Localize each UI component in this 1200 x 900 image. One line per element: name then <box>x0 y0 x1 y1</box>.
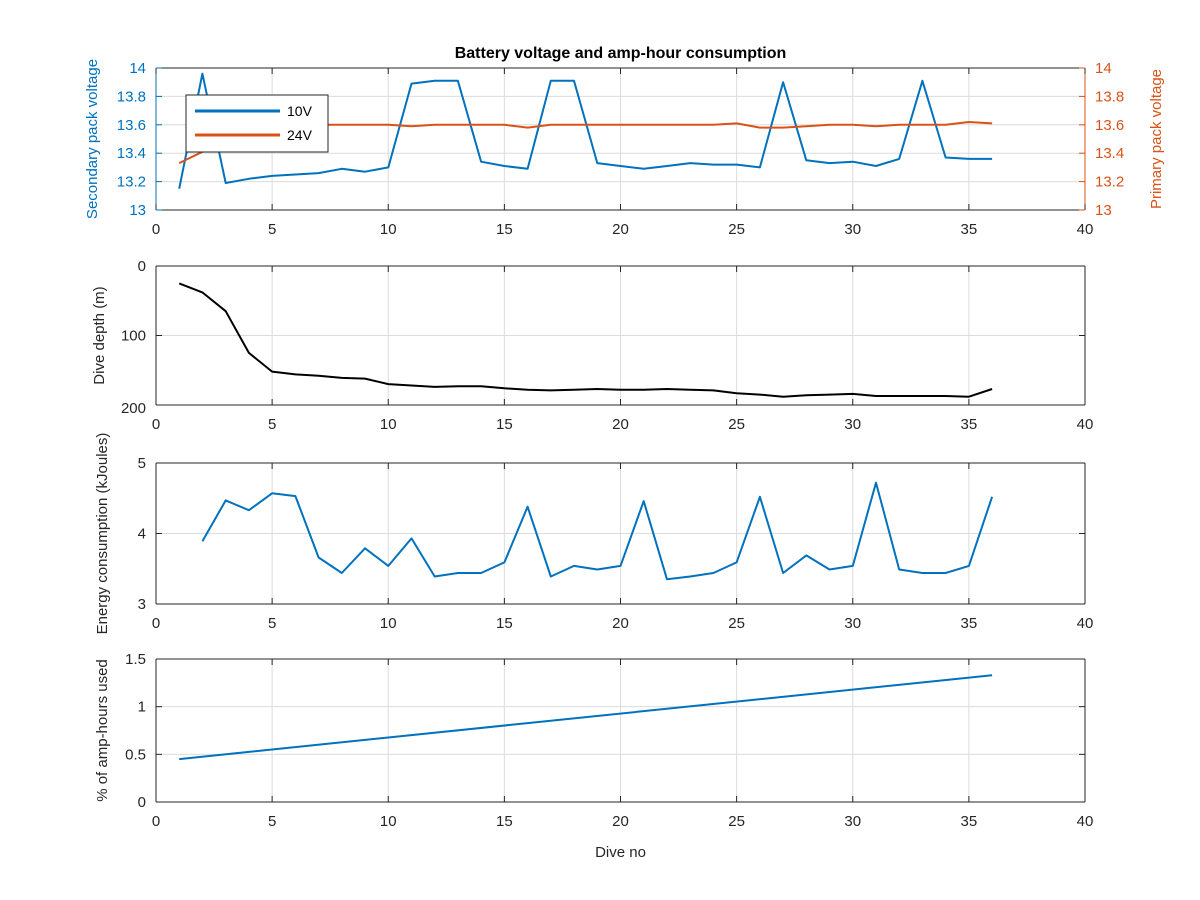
y-tick-label: 13 <box>129 202 146 219</box>
x-axis-label: Dive no <box>595 844 646 861</box>
x-tick-label: 25 <box>728 615 745 632</box>
legend: 10V 24V <box>185 94 329 153</box>
x-tick-label: 5 <box>268 416 276 433</box>
x-tick-label: 25 <box>728 416 745 433</box>
y-tick-label: 1 <box>138 699 146 716</box>
series-line-data <box>201 481 994 581</box>
y-right-tick-label: 14 <box>1095 60 1112 77</box>
subplot-4: 0 5 10 15 20 25 30 35 40 0 0.5 1 1.5 % of amp-hours u… <box>94 651 1093 861</box>
y-right-tick-label: 13.4 <box>1095 145 1124 162</box>
series-line-10v <box>178 72 993 189</box>
x-tick-label: 15 <box>496 615 513 632</box>
subplot-3: 0 5 10 15 20 25 30 35 40 3 4 5 Energy consumption (k… <box>94 433 1093 635</box>
x-tick-label: 35 <box>961 813 978 830</box>
x-tick-label: 15 <box>496 221 513 238</box>
series-line-data <box>179 674 993 761</box>
x-tick-label: 0 <box>152 221 160 238</box>
x-tick-label: 0 <box>152 615 160 632</box>
x-tick-label: 10 <box>380 221 397 238</box>
y-tick-label: 13.6 <box>117 117 146 134</box>
x-tick-label: 30 <box>844 416 861 433</box>
x-tick-label: 20 <box>612 221 629 238</box>
subplot-2: 0 5 10 15 20 25 30 35 40 0 100 200 Dive depth (m) <box>91 258 1093 433</box>
y-tick-label: 3 <box>138 596 146 613</box>
x-tick-label: 10 <box>380 416 397 433</box>
y-axis-label: % of amp-hours used <box>94 659 111 802</box>
y-tick-label: 4 <box>138 526 146 543</box>
x-tick-label: 25 <box>728 221 745 238</box>
y-tick-label: 1.5 <box>125 651 146 668</box>
x-tick-label: 30 <box>844 813 861 830</box>
y-tick-label: 13.2 <box>117 174 146 191</box>
y-tick-label: 5 <box>138 455 146 472</box>
y-right-axis-label: Primary pack voltage <box>1148 69 1165 209</box>
x-tick-label: 5 <box>268 221 276 238</box>
y-right-tick-label: 13.2 <box>1095 174 1124 191</box>
y-axis-label: Energy consumption (kJoules) <box>94 433 111 635</box>
x-tick-label: 30 <box>844 615 861 632</box>
x-tick-label: 5 <box>268 615 276 632</box>
series-line-data <box>178 282 993 398</box>
legend-label-24v: 24V <box>287 127 313 143</box>
y-axis-label: Secondary pack voltage <box>84 59 101 219</box>
chart-title: Battery voltage and amp-hour consumption <box>455 45 787 62</box>
y-tick-label: 0 <box>138 258 146 275</box>
legend-box <box>185 94 329 153</box>
y-tick-label: 14 <box>129 60 146 77</box>
x-tick-label: 30 <box>844 221 861 238</box>
y-tick-label: 0 <box>138 794 146 811</box>
x-tick-label: 10 <box>380 615 397 632</box>
x-tick-label: 15 <box>496 416 513 433</box>
y-right-tick-label: 13.6 <box>1095 117 1124 134</box>
x-tick-label: 20 <box>612 416 629 433</box>
x-tick-label: 0 <box>152 813 160 830</box>
y-tick-label: 100 <box>121 328 146 345</box>
x-tick-label: 20 <box>612 813 629 830</box>
x-tick-label: 40 <box>1077 221 1094 238</box>
y-right-tick-label: 13 <box>1095 202 1112 219</box>
x-tick-label: 25 <box>728 813 745 830</box>
x-tick-label: 35 <box>961 416 978 433</box>
x-tick-label: 0 <box>152 416 160 433</box>
x-tick-label: 5 <box>268 813 276 830</box>
y-tick-label: 13.4 <box>117 145 146 162</box>
legend-label-10v: 10V <box>287 103 313 119</box>
x-tick-label: 40 <box>1077 615 1094 632</box>
y-tick-label: 13.8 <box>117 88 146 105</box>
subplot-1: 0 5 10 15 20 25 30 35 401313.213.413.613.8141313… <box>84 45 1165 238</box>
y-tick-label: 0.5 <box>125 746 146 763</box>
x-tick-label: 15 <box>496 813 513 830</box>
x-tick-label: 10 <box>380 813 397 830</box>
x-tick-label: 35 <box>961 615 978 632</box>
x-tick-label: 35 <box>961 221 978 238</box>
x-tick-label: 40 <box>1077 813 1094 830</box>
y-axis-label: Dive depth (m) <box>91 286 108 384</box>
y-tick-label: 200 <box>121 400 146 417</box>
x-tick-label: 40 <box>1077 416 1094 433</box>
x-tick-label: 20 <box>612 615 629 632</box>
y-right-tick-label: 13.8 <box>1095 88 1124 105</box>
